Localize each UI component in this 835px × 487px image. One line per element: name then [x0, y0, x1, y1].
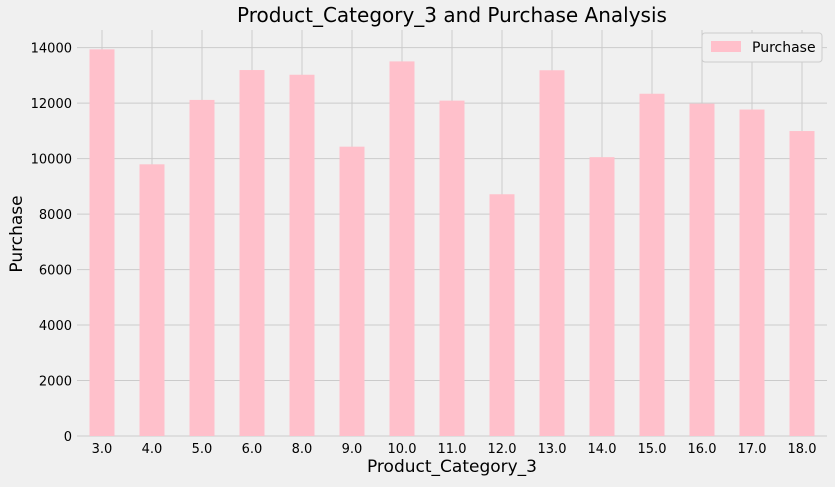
x-tick-label: 13.0 — [538, 442, 567, 457]
x-tick-label: 4.0 — [142, 442, 163, 457]
bar-15.0 — [639, 93, 665, 436]
bar-6.0 — [239, 70, 265, 437]
bar-16.0 — [689, 103, 715, 436]
x-tick-label: 14.0 — [588, 442, 617, 457]
bar-5.0 — [189, 99, 215, 436]
bar-layer — [89, 49, 815, 437]
x-tick-label: 12.0 — [488, 442, 517, 457]
legend: Purchase — [701, 32, 823, 63]
bar-11.0 — [439, 100, 465, 436]
x-tick-label: 6.0 — [242, 442, 263, 457]
x-tick-label: 17.0 — [738, 442, 767, 457]
x-axis-title: Product_Category_3 — [367, 457, 537, 477]
x-tick-label: 16.0 — [688, 442, 717, 457]
y-axis-title: Purchase — [7, 195, 27, 272]
bar-8.0 — [289, 74, 315, 436]
y-tick-label: 8000 — [39, 208, 72, 223]
y-tick-label: 10000 — [31, 153, 72, 168]
x-tick-label: 15.0 — [638, 442, 667, 457]
y-tick-label: 4000 — [39, 319, 72, 334]
legend-label-purchase: Purchase — [752, 40, 816, 56]
chart-title: Product_Category_3 and Purchase Analysis — [237, 3, 667, 27]
legend-swatch-purchase — [711, 41, 741, 52]
x-tick-label: 18.0 — [788, 442, 817, 457]
bar-9.0 — [339, 146, 365, 436]
bar-18.0 — [789, 131, 815, 436]
y-tick-label: 6000 — [39, 264, 72, 279]
y-tick-layer: 0 2000 4000 6000 8000 10000 12000 14000 — [31, 42, 72, 445]
bar-10.0 — [389, 61, 415, 437]
x-tick-label: 9.0 — [342, 442, 363, 457]
legend-box — [701, 32, 823, 63]
y-tick-label: 0 — [64, 430, 72, 445]
y-tick-label: 14000 — [31, 42, 72, 57]
y-tick-label: 2000 — [39, 375, 72, 390]
bar-4.0 — [139, 164, 165, 436]
x-tick-label: 10.0 — [388, 442, 417, 457]
x-tick-layer: 3.0 4.0 5.0 6.0 8.0 9.0 10.0 11.0 12.0 13.0 14.0 15… — [92, 442, 817, 457]
bar-17.0 — [739, 109, 765, 436]
bar-14.0 — [589, 157, 615, 437]
x-tick-label: 11.0 — [438, 442, 467, 457]
bar-3.0 — [89, 49, 115, 436]
bar-12.0 — [489, 194, 515, 436]
x-tick-label: 3.0 — [92, 442, 113, 457]
y-tick-label: 12000 — [31, 97, 72, 112]
bar-13.0 — [539, 70, 565, 436]
x-tick-label: 8.0 — [292, 442, 313, 457]
x-tick-label: 5.0 — [192, 442, 213, 457]
